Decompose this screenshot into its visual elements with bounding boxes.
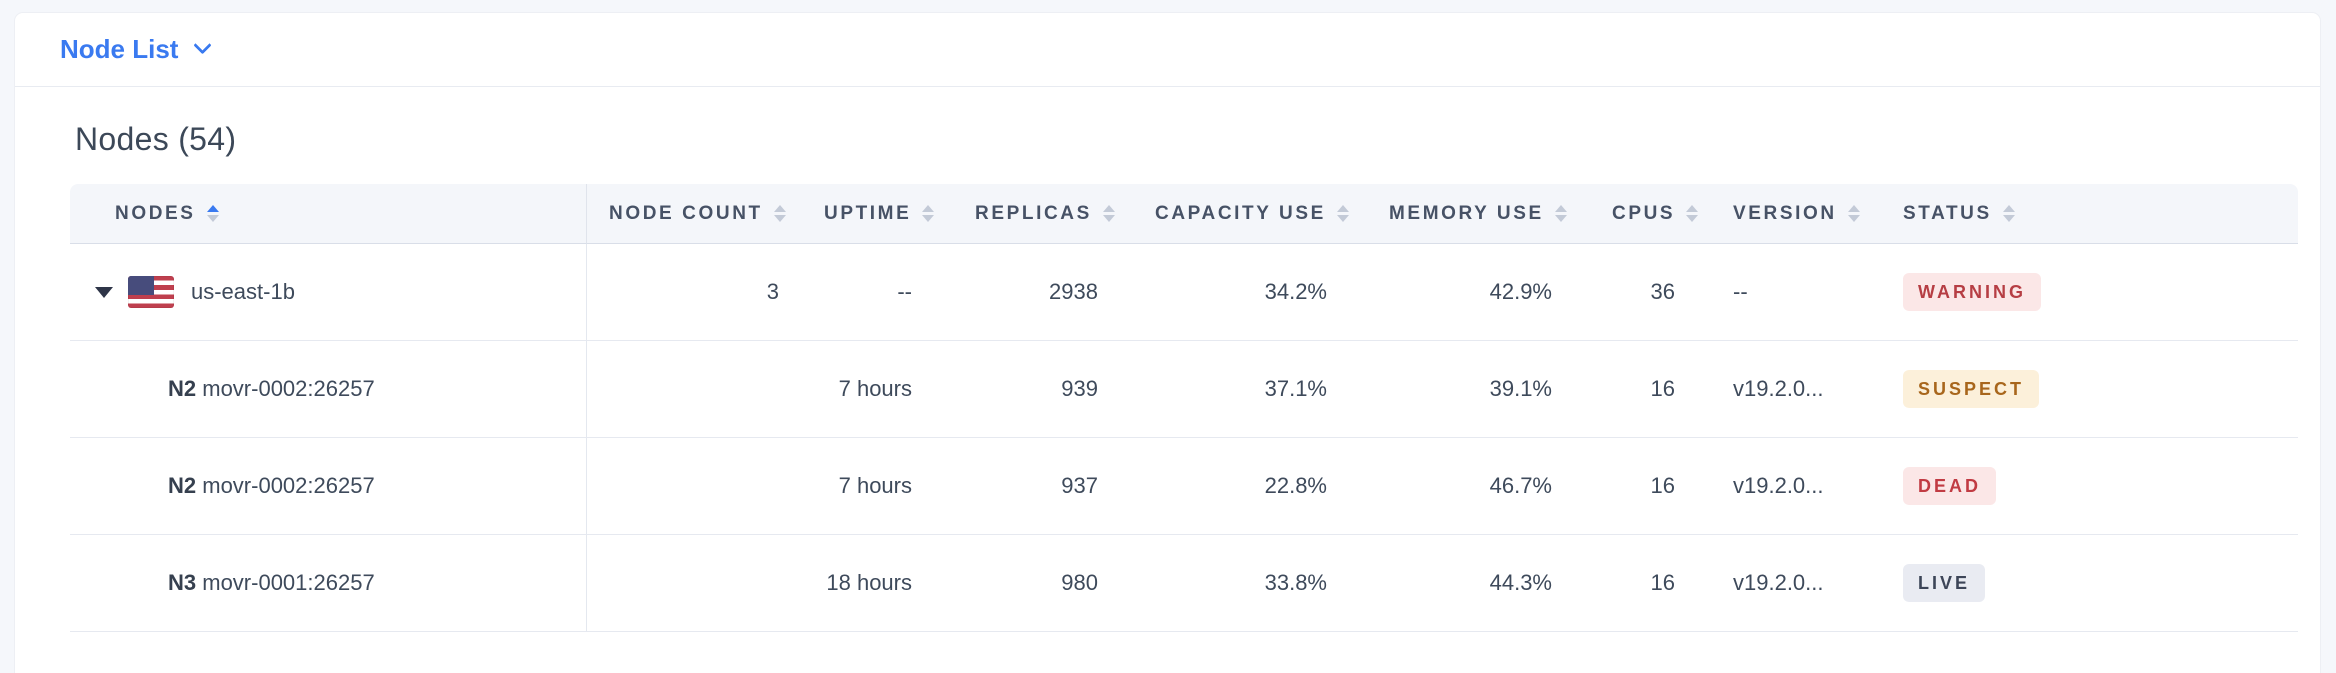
sort-icon[interactable] [1336,205,1349,222]
node-id: N3 [168,570,197,595]
node-count-value [587,341,795,438]
version-value: v19.2.0... [1695,535,1880,632]
region-name: us-east-1b [191,279,295,304]
column-header-node-count[interactable]: NODE COUNT [587,184,795,244]
column-header-version[interactable]: VERSION [1695,184,1880,244]
column-header-status[interactable]: STATUS [1880,184,2298,244]
status-badge: LIVE [1903,564,1986,602]
node-address: movr-0001:26257 [202,570,375,595]
column-header-capacity-use[interactable]: CAPACITY USE [1115,184,1350,244]
sort-icon[interactable] [206,205,219,222]
table-row-region[interactable]: us-east-1b 3 -- 2938 34.2% 42.9% 36 -- W… [70,244,2298,341]
page-title: Nodes (54) [75,121,237,157]
node-count-value [587,535,795,632]
node-address: movr-0002:26257 [202,376,375,401]
column-header-nodes[interactable]: NODES [70,184,587,244]
cpus-value: 16 [1572,341,1695,438]
sort-icon[interactable] [1847,205,1860,222]
uptime-value: 7 hours [795,438,935,535]
cpus-value: 36 [1572,244,1695,341]
node-address: movr-0002:26257 [202,473,375,498]
column-header-memory-use[interactable]: MEMORY USE [1350,184,1572,244]
status-badge: SUSPECT [1903,370,2040,408]
uptime-value: -- [795,244,935,341]
status-badge: DEAD [1903,467,1997,505]
column-header-cpus[interactable]: CPUS [1572,184,1699,244]
column-header-replicas[interactable]: REPLICAS [935,184,1115,244]
table-header-row: NODES NODE COUNT UPTIME REPLICAS CAPACIT… [70,184,2298,244]
memory-use-value: 42.9% [1350,244,1572,341]
card-header: Node List [15,13,2320,87]
memory-use-value: 46.7% [1350,438,1572,535]
memory-use-value: 44.3% [1350,535,1572,632]
cpus-value: 16 [1572,438,1695,535]
collapse-caret-icon[interactable] [95,286,113,298]
node-count-value [587,438,795,535]
sort-icon[interactable] [2002,205,2015,222]
node-count-value: 3 [587,244,795,341]
uptime-value: 18 hours [795,535,935,632]
us-flag-icon [128,276,174,308]
replicas-value: 937 [935,438,1115,535]
version-value: v19.2.0... [1695,341,1880,438]
nodes-table: NODES NODE COUNT UPTIME REPLICAS CAPACIT… [70,184,2298,632]
version-value: v19.2.0... [1695,438,1880,535]
capacity-use-value: 33.8% [1115,535,1350,632]
node-id: N2 [168,376,197,401]
status-badge: WARNING [1903,273,2041,311]
replicas-value: 939 [935,341,1115,438]
table-row[interactable]: N2 movr-0002:26257 7 hours 937 22.8% 46.… [70,438,2298,535]
node-id: N2 [168,473,197,498]
capacity-use-value: 37.1% [1115,341,1350,438]
table-row[interactable]: N2 movr-0002:26257 7 hours 939 37.1% 39.… [70,341,2298,438]
replicas-value: 980 [935,535,1115,632]
sort-icon[interactable] [1554,205,1567,222]
capacity-use-value: 34.2% [1115,244,1350,341]
cpus-value: 16 [1572,535,1695,632]
sort-icon[interactable] [922,205,935,222]
sort-icon[interactable] [1102,205,1115,222]
memory-use-value: 39.1% [1350,341,1572,438]
sort-icon[interactable] [773,205,786,222]
uptime-value: 7 hours [795,341,935,438]
replicas-value: 2938 [935,244,1115,341]
sort-icon[interactable] [1686,205,1699,222]
capacity-use-value: 22.8% [1115,438,1350,535]
column-header-uptime[interactable]: UPTIME [795,184,935,244]
node-list-dropdown[interactable]: Node List [60,34,179,64]
version-value: -- [1695,244,1880,341]
table-row[interactable]: N3 movr-0001:26257 18 hours 980 33.8% 44… [70,535,2298,632]
node-list-card: Node List Nodes (54) NODES NODE COUNT UP… [15,13,2320,673]
chevron-down-icon[interactable] [193,36,213,55]
